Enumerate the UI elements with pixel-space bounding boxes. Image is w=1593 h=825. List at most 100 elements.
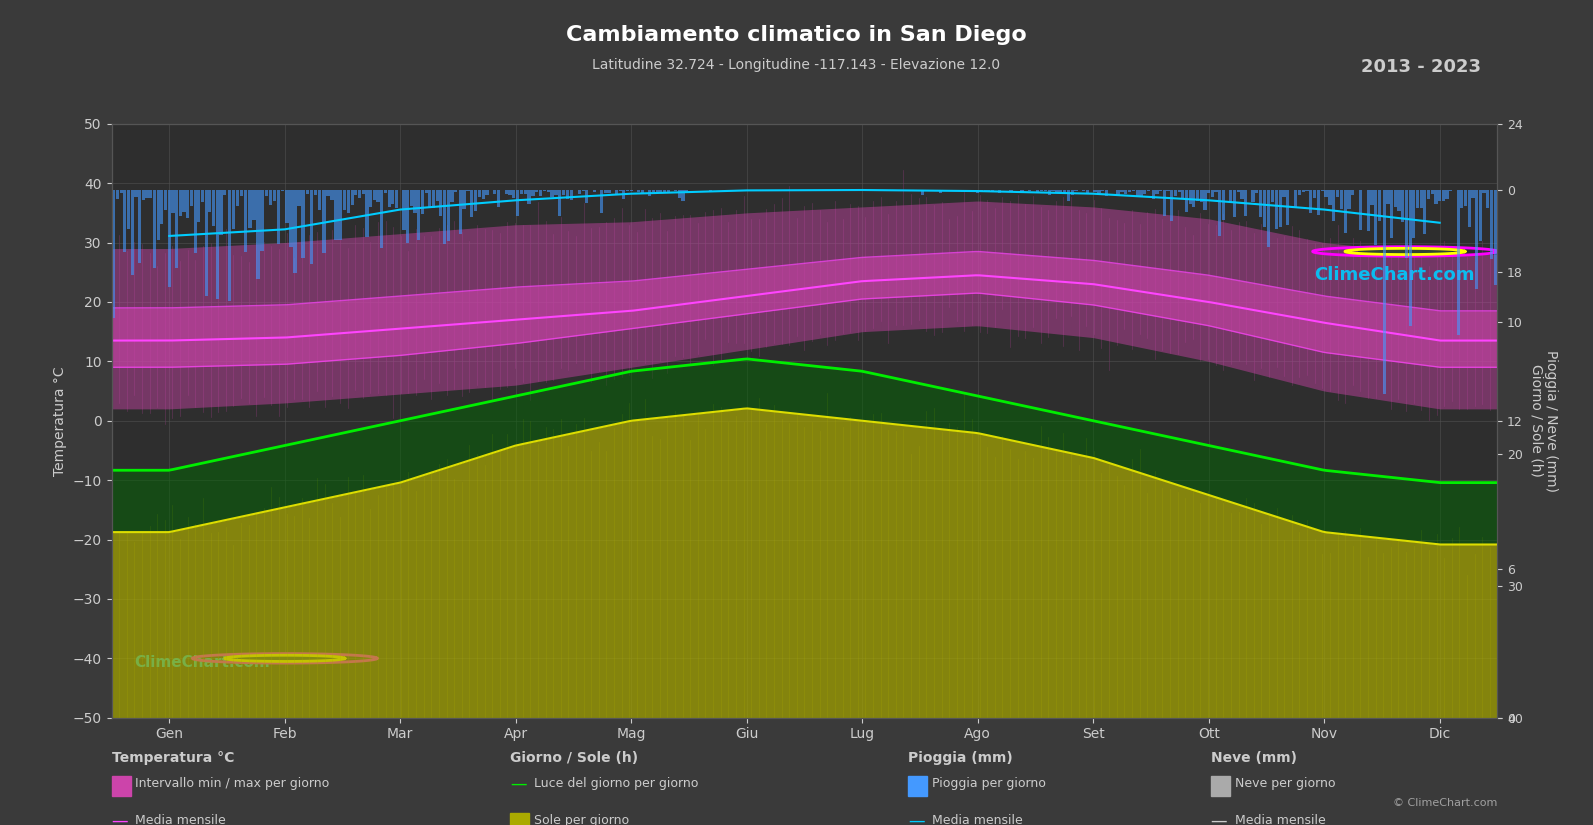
Bar: [443, 190, 446, 243]
Bar: [481, 190, 484, 199]
Bar: [1203, 190, 1206, 210]
Bar: [183, 190, 186, 211]
Bar: [1475, 190, 1478, 289]
Text: Neve (mm): Neve (mm): [1211, 751, 1297, 765]
Bar: [204, 190, 207, 296]
Y-axis label: Temperatura °C: Temperatura °C: [53, 366, 67, 475]
Bar: [198, 190, 201, 222]
Bar: [381, 190, 384, 248]
Bar: [1252, 190, 1255, 202]
Text: Media mensile: Media mensile: [135, 814, 226, 825]
Bar: [1117, 190, 1120, 195]
Bar: [1051, 190, 1055, 191]
Bar: [403, 190, 406, 230]
Bar: [1367, 190, 1370, 231]
Bar: [1279, 190, 1282, 227]
Bar: [215, 190, 218, 299]
Bar: [570, 190, 573, 200]
Bar: [272, 190, 276, 201]
Bar: [1305, 190, 1308, 191]
Bar: [1486, 190, 1489, 208]
Bar: [551, 190, 554, 197]
Bar: [249, 190, 252, 228]
Bar: [167, 190, 170, 286]
Bar: [977, 190, 980, 193]
Bar: [384, 190, 387, 193]
Bar: [554, 190, 558, 196]
Bar: [991, 190, 994, 191]
Bar: [1286, 190, 1289, 224]
Bar: [358, 190, 362, 198]
Bar: [414, 190, 417, 214]
Bar: [370, 190, 373, 207]
Bar: [1059, 190, 1063, 192]
Bar: [1467, 190, 1470, 228]
Bar: [376, 190, 379, 202]
Text: Temperatura °C: Temperatura °C: [112, 751, 234, 765]
Bar: [342, 190, 346, 210]
Bar: [178, 190, 182, 216]
Bar: [618, 190, 621, 191]
Bar: [1258, 190, 1262, 217]
Bar: [1313, 190, 1316, 198]
Bar: [142, 190, 145, 200]
Bar: [1386, 190, 1389, 204]
Bar: [269, 190, 272, 205]
Bar: [290, 190, 293, 247]
Bar: [1427, 190, 1431, 199]
Bar: [486, 190, 489, 196]
Text: —: —: [1211, 812, 1227, 825]
Bar: [1244, 190, 1247, 216]
Bar: [1434, 190, 1437, 205]
Bar: [1200, 190, 1203, 202]
Bar: [660, 190, 663, 192]
Bar: [604, 190, 607, 192]
Bar: [424, 190, 427, 193]
Bar: [264, 190, 268, 196]
Bar: [186, 190, 190, 219]
Bar: [1093, 190, 1096, 192]
Bar: [769, 190, 773, 191]
Bar: [1074, 190, 1077, 191]
Text: ClimeChart.com: ClimeChart.com: [134, 655, 271, 670]
Bar: [1236, 190, 1239, 192]
Bar: [1128, 190, 1131, 192]
Bar: [293, 190, 296, 272]
Text: © ClimeChart.com: © ClimeChart.com: [1392, 799, 1497, 808]
Bar: [228, 190, 231, 301]
Bar: [409, 190, 413, 206]
Bar: [1021, 190, 1024, 191]
Bar: [538, 190, 542, 196]
Bar: [1241, 190, 1244, 199]
Bar: [1317, 190, 1321, 215]
Bar: [494, 190, 497, 194]
Bar: [252, 190, 256, 220]
Bar: [209, 190, 212, 212]
Bar: [961, 190, 964, 192]
Bar: [532, 190, 535, 196]
Bar: [677, 190, 680, 197]
Text: Neve per giorno: Neve per giorno: [1235, 777, 1335, 790]
Bar: [362, 190, 365, 194]
Bar: [1230, 190, 1233, 203]
Bar: [1214, 190, 1217, 192]
Text: Cambiamento climatico in San Diego: Cambiamento climatico in San Diego: [566, 25, 1027, 45]
Bar: [1329, 190, 1332, 205]
Bar: [350, 190, 354, 205]
Bar: [1185, 190, 1188, 211]
Polygon shape: [239, 656, 331, 661]
Bar: [1048, 190, 1051, 195]
Bar: [1177, 190, 1180, 192]
Bar: [139, 190, 142, 263]
Text: Luce del giorno per giorno: Luce del giorno per giorno: [534, 777, 698, 790]
Bar: [387, 190, 390, 207]
Bar: [513, 190, 516, 198]
Bar: [1343, 190, 1346, 233]
Bar: [319, 190, 322, 210]
Bar: [1416, 190, 1419, 208]
Bar: [1324, 190, 1327, 197]
Bar: [1163, 190, 1166, 216]
Bar: [277, 190, 280, 243]
Bar: [462, 190, 465, 209]
Bar: [1301, 190, 1305, 192]
